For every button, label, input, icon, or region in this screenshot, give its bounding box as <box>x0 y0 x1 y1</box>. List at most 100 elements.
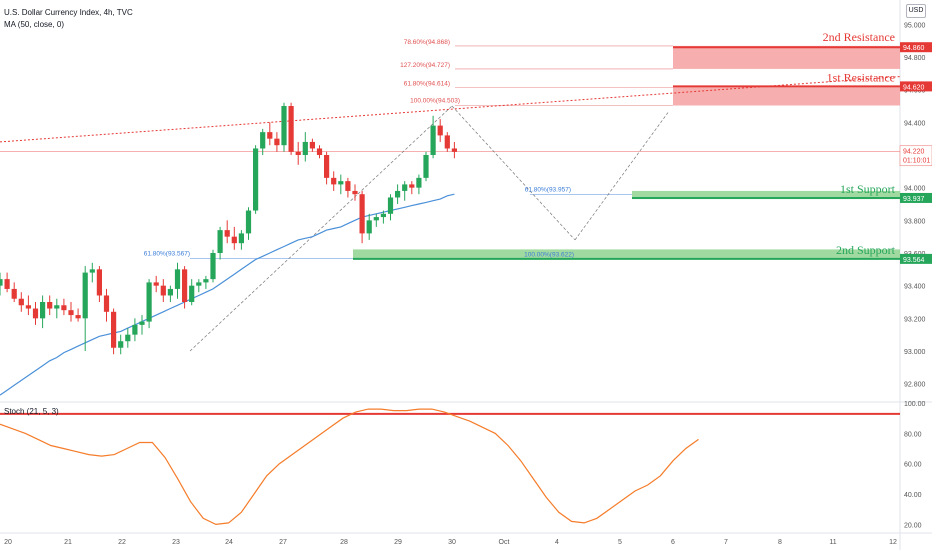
stoch-tick-label: 80.00 <box>904 431 922 438</box>
candle-body <box>224 230 230 237</box>
candle-body <box>189 285 195 302</box>
candle-body <box>125 334 131 342</box>
time-tick-label: 7 <box>724 539 728 546</box>
candle-body <box>245 210 252 234</box>
symbol-title: U.S. Dollar Currency Index, 4h, TVC <box>4 8 133 17</box>
currency-badge[interactable]: USD <box>906 4 926 18</box>
stoch-tick-label: 20.00 <box>904 522 922 529</box>
time-tick-label: 27 <box>279 539 287 546</box>
candle-body <box>118 341 124 348</box>
candle-body <box>423 155 429 178</box>
r1-price-badge <box>900 81 932 92</box>
candle-body <box>167 288 173 296</box>
candle-body <box>366 220 372 234</box>
support-zone <box>632 190 900 200</box>
support-2-label: 2nd Support <box>836 243 896 257</box>
candle-body <box>373 217 379 221</box>
candle-body <box>395 190 401 198</box>
time-tick-label: 24 <box>225 539 233 546</box>
swing-line <box>189 105 453 352</box>
candle-body <box>196 282 202 286</box>
candle-body <box>174 269 181 289</box>
candle-body <box>267 132 273 139</box>
last-price-text: 94.220 <box>903 149 925 156</box>
candle-body <box>260 132 266 149</box>
time-tick-label: 5 <box>618 539 622 546</box>
candle-body <box>32 308 39 319</box>
time-tick-label: 8 <box>778 539 782 546</box>
fib-label: 100.00%(94.503) <box>410 98 460 105</box>
resistance-2-label: 2nd Resistance <box>823 30 895 44</box>
r1-price-badge-text: 94.620 <box>903 84 925 91</box>
stoch-legend: Stoch (21, 5, 3) <box>4 407 59 416</box>
swing-line <box>574 112 669 241</box>
candle-body <box>380 213 386 218</box>
candle-body <box>324 155 330 178</box>
stoch-tick-label: 60.00 <box>904 462 922 469</box>
candle-body <box>103 295 110 312</box>
price-tick-label: 93.000 <box>904 349 926 356</box>
candle-body <box>0 279 3 286</box>
candle-body <box>331 177 337 185</box>
ma-legend: MA (50, close, 0) <box>4 20 65 29</box>
last-price-badge <box>899 145 932 167</box>
s2-price-badge-text: 93.564 <box>903 257 925 264</box>
stoch-line <box>0 408 699 526</box>
time-tick-label: 6 <box>671 539 675 546</box>
time-tick-label: 4 <box>555 539 559 546</box>
candle-body <box>302 141 308 155</box>
price-tick-label: 94.000 <box>904 186 926 193</box>
candle-body <box>309 141 315 149</box>
candle-body <box>316 148 323 155</box>
candle-body <box>274 138 280 146</box>
stoch-tick-label: 40.00 <box>904 492 922 499</box>
s1-price-badge-text: 93.937 <box>903 196 925 203</box>
resistance-trendline <box>0 76 901 143</box>
time-tick-label: 11 <box>829 539 836 546</box>
swing-line <box>451 105 576 241</box>
candle-body <box>281 106 287 146</box>
resistance-1-label: 1st Resistance <box>827 70 895 84</box>
candle-body <box>231 236 237 244</box>
candle-body <box>40 302 46 319</box>
candle-body <box>160 285 166 296</box>
fib-label: 61.80%(93.957) <box>525 187 571 194</box>
support-1-label: 1st Support <box>840 182 896 196</box>
price-tick-label: 94.800 <box>904 55 926 62</box>
r2-price-badge <box>900 42 932 53</box>
price-tick-label: 92.800 <box>904 382 926 389</box>
price-tick-label: 94.400 <box>904 120 926 127</box>
s2-price-badge <box>900 253 932 264</box>
candle-body <box>153 282 159 286</box>
candle-body <box>217 230 223 253</box>
candle-body <box>451 148 457 152</box>
candle-body <box>75 315 81 319</box>
moving-average-line <box>0 193 455 396</box>
candle-body <box>338 181 344 185</box>
candle-body <box>139 321 145 325</box>
candle-body <box>18 298 24 306</box>
time-tick-label: 28 <box>340 539 348 546</box>
candle-body <box>409 184 415 188</box>
price-tick-label: 93.800 <box>904 218 926 225</box>
time-tick-label: 23 <box>172 539 180 546</box>
r2-price-badge-text: 94.860 <box>903 45 925 52</box>
candle-body <box>11 288 17 299</box>
candle-body <box>402 184 408 191</box>
candle-body <box>68 310 74 316</box>
candle-body <box>61 305 67 311</box>
price-tick-label: 95.000 <box>904 22 926 29</box>
support-zone <box>353 249 900 259</box>
candle-body <box>288 106 294 152</box>
time-tick-label: Oct <box>499 539 510 546</box>
candle-body <box>47 302 53 309</box>
resistance-zone <box>673 45 900 69</box>
candle-body <box>203 279 209 283</box>
candle-body <box>238 233 244 244</box>
candle-body <box>345 181 351 191</box>
resistance-zone <box>673 87 900 106</box>
time-tick-label: 30 <box>448 539 456 546</box>
candle-body <box>96 269 102 296</box>
time-tick-label: 21 <box>64 539 72 546</box>
